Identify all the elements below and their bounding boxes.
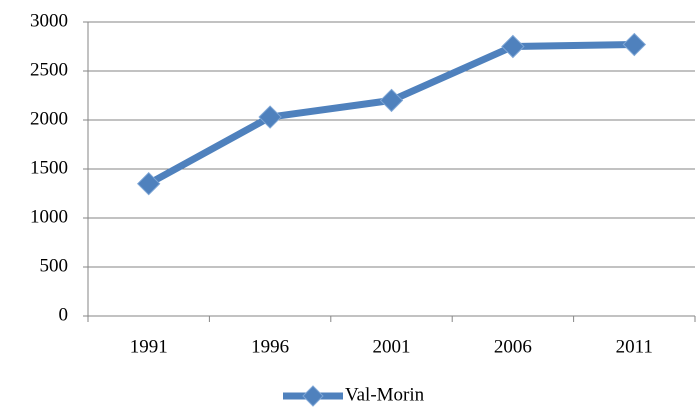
- y-tick-label: 1500: [30, 157, 68, 178]
- y-tick-label: 3000: [30, 10, 68, 31]
- point: [136, 171, 161, 196]
- x-tick-label: 2011: [616, 336, 653, 357]
- legend-marker: [302, 385, 324, 407]
- x-tick-label: 2006: [494, 336, 532, 357]
- x-tick-label: 2001: [373, 336, 411, 357]
- y-tick-label: 1000: [30, 206, 68, 227]
- point: [379, 88, 404, 113]
- point: [501, 34, 525, 59]
- x-tick-label: 1991: [130, 336, 168, 357]
- series-line: [147, 41, 635, 187]
- y-tick-label: 500: [40, 255, 69, 276]
- y-tick-label: 2000: [30, 108, 68, 129]
- y-tick-label: 0: [59, 304, 69, 325]
- y-tick-label: 2500: [30, 59, 68, 80]
- x-tick-label: 1996: [251, 336, 289, 357]
- legend-label: Val-Morin: [345, 384, 425, 405]
- point: [622, 32, 647, 57]
- point: [258, 105, 282, 129]
